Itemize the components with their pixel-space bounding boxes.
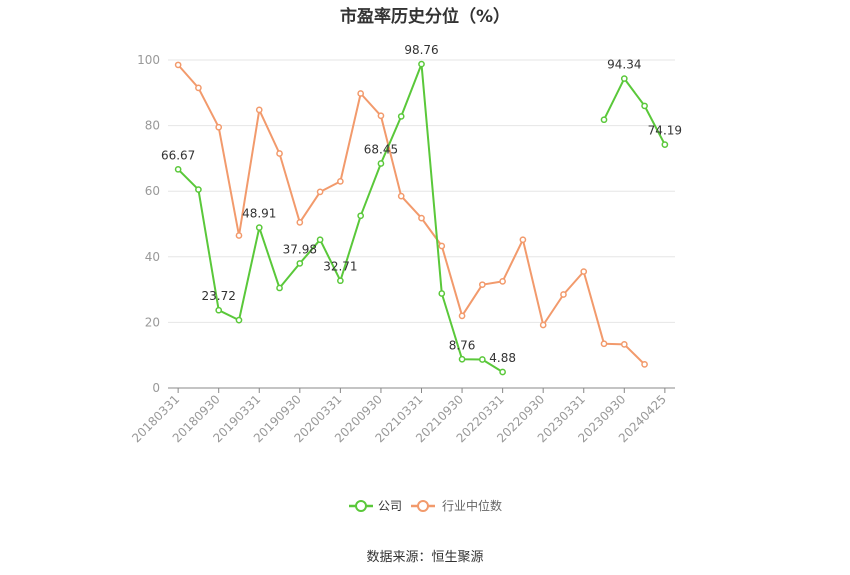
data-label-company-20180930: 23.72 [202, 289, 236, 303]
series-company-point-20200331 [337, 277, 344, 285]
data-label-company-20200331: 32.71 [323, 260, 357, 274]
data-labels: 66.67 23.72 48.91 37.98 32.71 68.45 98.76 8.76 4… [161, 43, 682, 365]
series-company-point-20210930 [458, 355, 466, 363]
series-industry-median-point-20190630 [276, 150, 283, 157]
data-source-note: 数据来源：恒生聚源 [366, 550, 484, 565]
y-axis-ticks: 0 20 40 60 80 100 [137, 53, 160, 395]
series-industry-median-point-20181231 [235, 232, 243, 239]
series-industry-median-point-20190930 [296, 219, 304, 226]
series-industry-median-point-20200630 [357, 90, 365, 97]
data-label-company-20180331: 66.67 [161, 148, 195, 162]
x-axis: 2018033120180930201903312019093020200331… [129, 387, 675, 445]
data-label-company-20210331: 98.76 [404, 43, 438, 57]
series-company-point-20201231 [397, 113, 405, 120]
y-tick-label-20: 20 [145, 315, 160, 329]
y-tick-label-40: 40 [145, 250, 160, 264]
series-industry-median-point-20220930 [539, 321, 547, 329]
grid-lines [168, 59, 675, 323]
series-industry-median-point-20210630 [438, 242, 446, 250]
legend-item-company[interactable]: 公司 [349, 499, 402, 513]
data-label-company-20190930: 37.98 [283, 242, 317, 256]
series-company-point-20230930 [620, 75, 628, 82]
legend-item-industry-median[interactable]: 行业中位数 [411, 498, 502, 513]
y-tick-label-60: 60 [145, 184, 160, 198]
series-industry-median-point-20200930 [377, 112, 385, 120]
series-industry-median-point-20210331 [418, 214, 425, 222]
series-company-point-20200630 [357, 212, 365, 220]
series-industry-median-point-20180630 [195, 84, 202, 92]
series-industry-median-point-20220331 [499, 278, 506, 285]
data-label-company-20230930: 94.34 [607, 58, 641, 72]
y-tick-label-80: 80 [145, 119, 160, 133]
data-label-company-20220331: 4.88 [489, 351, 516, 365]
series-industry-median-point-20230630 [600, 340, 608, 348]
series-industry-median-point-20191231 [316, 188, 324, 196]
series-industry-median-point-20220630 [519, 236, 527, 244]
series-industry-median-point-20180930 [215, 123, 223, 131]
series-company-point-20190331 [255, 224, 263, 231]
series-company-point-20240425 [661, 141, 669, 149]
series-industry-median-line-0 [177, 64, 646, 366]
series-company-point-20211231 [478, 356, 486, 363]
series-industry-median-point-20221231 [560, 291, 567, 298]
data-label-company-20190331: 48.91 [242, 207, 276, 221]
series-industry-median-point-20200331 [337, 178, 344, 185]
series-company-point-20230630 [600, 116, 608, 124]
y-tick-label-100: 100 [137, 53, 160, 67]
series-company-point-20180930 [215, 306, 223, 314]
series-company-line-0 [177, 63, 504, 373]
legend[interactable]: 公司 行业中位数 [349, 498, 502, 513]
legend-industry-marker-icon [417, 500, 429, 512]
data-label-company-20200930: 68.45 [364, 142, 398, 156]
data-label-company-20210930: 8.76 [449, 338, 476, 352]
series-industry-median-point-20230930 [620, 341, 628, 348]
series-company-point-20210630 [438, 290, 446, 297]
series-industry-median-point-20201231 [397, 192, 405, 200]
series-company-point-20180630 [195, 186, 202, 193]
series-company-line-1 [603, 77, 666, 146]
y-tick-label-0: 0 [152, 381, 160, 395]
series-industry-median-point-20180331 [174, 61, 182, 69]
series-company-point-20231231 [641, 102, 648, 110]
chart-title: 市盈率历史分位（%） [339, 7, 511, 27]
legend-company-label: 公司 [378, 499, 402, 513]
series-company-point-20200930 [377, 160, 385, 167]
series-company-point-20190630 [276, 284, 283, 292]
series-company-point-20220331 [499, 368, 506, 376]
series-company-point-20191231 [316, 236, 324, 244]
legend-company-marker-icon [355, 500, 367, 512]
series-company-point-20181231 [235, 316, 243, 324]
series-company-point-20210331 [418, 60, 425, 68]
legend-industry-label: 行业中位数 [442, 498, 502, 513]
series-company-point-20190930 [296, 260, 304, 267]
series-industry-median-point-20210930 [458, 312, 466, 320]
series-industry-median-point-20231231 [641, 361, 648, 368]
series-lines [174, 60, 669, 376]
series-industry-median-point-20190331 [255, 106, 263, 114]
series-industry-median-point-20230331 [580, 268, 588, 275]
series-industry-median-point-20211231 [478, 281, 486, 289]
data-label-company-20240425: 74.19 [648, 124, 682, 138]
series-company-point-20180331 [174, 165, 182, 173]
